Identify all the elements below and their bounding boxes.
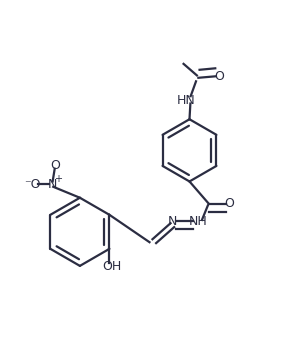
Text: N: N [168,215,178,228]
Text: O: O [225,197,234,210]
Text: ⁻O: ⁻O [24,178,41,191]
Text: O: O [50,159,60,172]
Text: OH: OH [103,260,122,273]
Text: +: + [54,174,62,184]
Text: N: N [48,178,57,191]
Text: O: O [214,70,224,83]
Text: HN: HN [177,94,196,106]
Text: NH: NH [188,215,207,228]
